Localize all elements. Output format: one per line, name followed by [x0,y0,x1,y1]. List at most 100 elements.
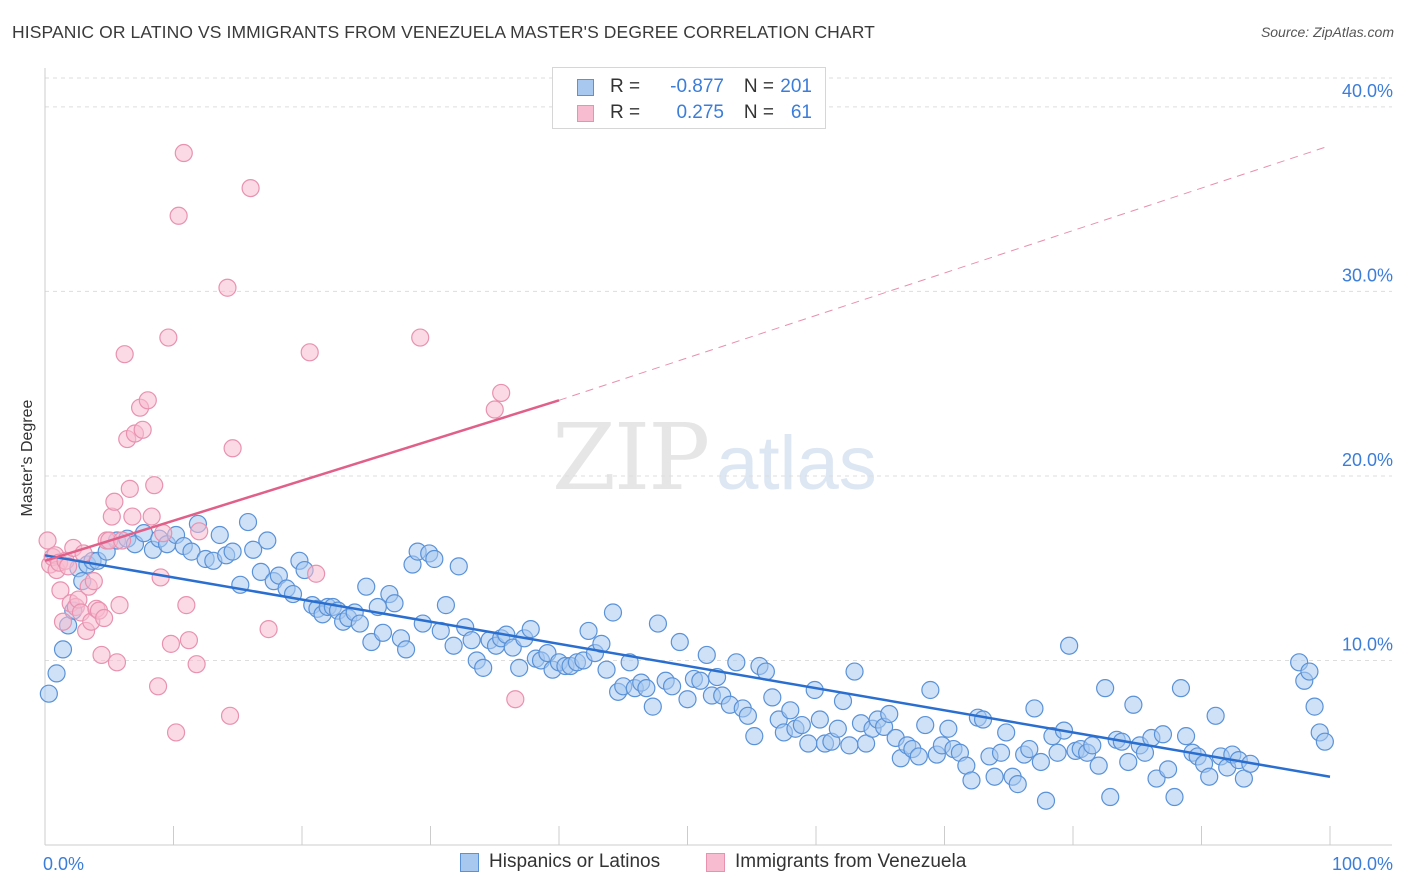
point-venezuela [95,608,114,628]
point-hispanic [1036,791,1056,810]
series-points [38,143,1334,810]
point-venezuela [190,522,209,541]
point-venezuela [161,634,181,653]
point-hispanic [449,557,468,576]
point-hispanic [53,640,73,659]
point-hispanic [1206,706,1225,725]
point-hispanic [620,653,639,672]
point-hispanic [39,684,58,703]
point-hispanic [880,704,899,724]
point-venezuela [110,596,129,615]
point-venezuela [177,596,196,615]
r-label: R = [610,102,641,123]
r-value: -0.877 [670,76,724,97]
x-tick-label-max: 100.0% [1332,854,1393,874]
point-hispanic [792,715,811,735]
n-label: N = [743,102,774,123]
point-hispanic [1124,695,1143,714]
trend-line-venezuela-extension [558,145,1331,401]
x-tick-labels: 0.0% 100.0% [43,854,1393,874]
point-hispanic [1153,725,1173,744]
point-hispanic [1096,679,1115,698]
point-hispanic [697,645,716,665]
point-hispanic [962,771,981,790]
point-venezuela [179,631,199,650]
watermark-atlas: atlas [716,421,877,506]
trend-line-venezuela [44,399,560,563]
point-hispanic [1020,739,1039,759]
point-hispanic [973,710,993,729]
point-hispanic [921,680,940,700]
point-hispanic [637,679,656,698]
point-hispanic [939,719,958,738]
point-hispanic [210,525,229,545]
point-hispanic [1315,732,1334,751]
point-hispanic [521,620,540,639]
point-hispanic [1089,756,1108,775]
point-hispanic [916,715,935,735]
point-hispanic [833,691,853,711]
point-venezuela [492,383,511,403]
point-hispanic [223,542,242,561]
point-venezuela [105,492,124,511]
point-venezuela [166,723,186,742]
grid-lines [45,77,1392,661]
point-hispanic [799,734,818,753]
point-hispanic [603,603,623,622]
point-hispanic [1083,736,1102,755]
point-hispanic [182,542,201,561]
point-venezuela [187,655,206,674]
point-hispanic [47,664,66,683]
point-hispanic [745,727,764,746]
point-hispanic [845,662,864,681]
point-venezuela [259,620,278,639]
point-venezuela [59,557,78,576]
point-hispanic [1158,760,1178,779]
point-hispanic [1171,679,1191,698]
point-venezuela [148,677,168,696]
r-value: 0.275 [676,102,724,123]
point-hispanic [597,660,616,679]
point-hispanic [425,549,444,569]
point-venezuela [115,345,134,364]
n-value: 61 [790,102,812,123]
x-tick-label-min: 0.0% [43,854,84,874]
point-hispanic [1200,767,1219,786]
point-venezuela [218,278,237,297]
point-hispanic [738,706,757,725]
point-venezuela [169,206,188,225]
point-hispanic [579,621,598,641]
point-hispanic [1101,787,1120,807]
point-hispanic [781,701,800,720]
point-hispanic [670,632,689,652]
point-hispanic [1031,752,1050,772]
point-hispanic [350,614,369,633]
point-hispanic [474,658,493,677]
point-hispanic [810,710,829,729]
point-hispanic [643,697,662,716]
point-hispanic [1119,752,1138,772]
chart-title: HISPANIC OR LATINO VS IMMIGRANTS FROM VE… [12,22,875,42]
point-hispanic [510,658,529,677]
point-venezuela [220,706,240,725]
point-hispanic [909,747,928,766]
y-tick-label: 20.0% [1342,450,1393,470]
point-venezuela [38,531,57,550]
point-venezuela [51,581,70,600]
point-hispanic [251,562,270,582]
point-hispanic [985,767,1004,786]
n-value: 201 [780,76,812,97]
point-hispanic [258,531,277,550]
point-hispanic [828,719,847,738]
point-hispanic [691,671,710,690]
point-hispanic [436,596,456,615]
correlation-legend: R = -0.877 N = 201 R = 0.275 N = 61 [552,67,826,129]
point-hispanic [991,743,1011,762]
legend-row-hispanics: R = -0.877 N = 201 [577,74,812,100]
point-venezuela [223,439,242,458]
point-venezuela [142,507,161,526]
y-tick-label: 40.0% [1342,81,1393,101]
point-venezuela [92,645,111,665]
legend-swatch-blue [577,78,594,96]
point-venezuela [307,564,326,583]
